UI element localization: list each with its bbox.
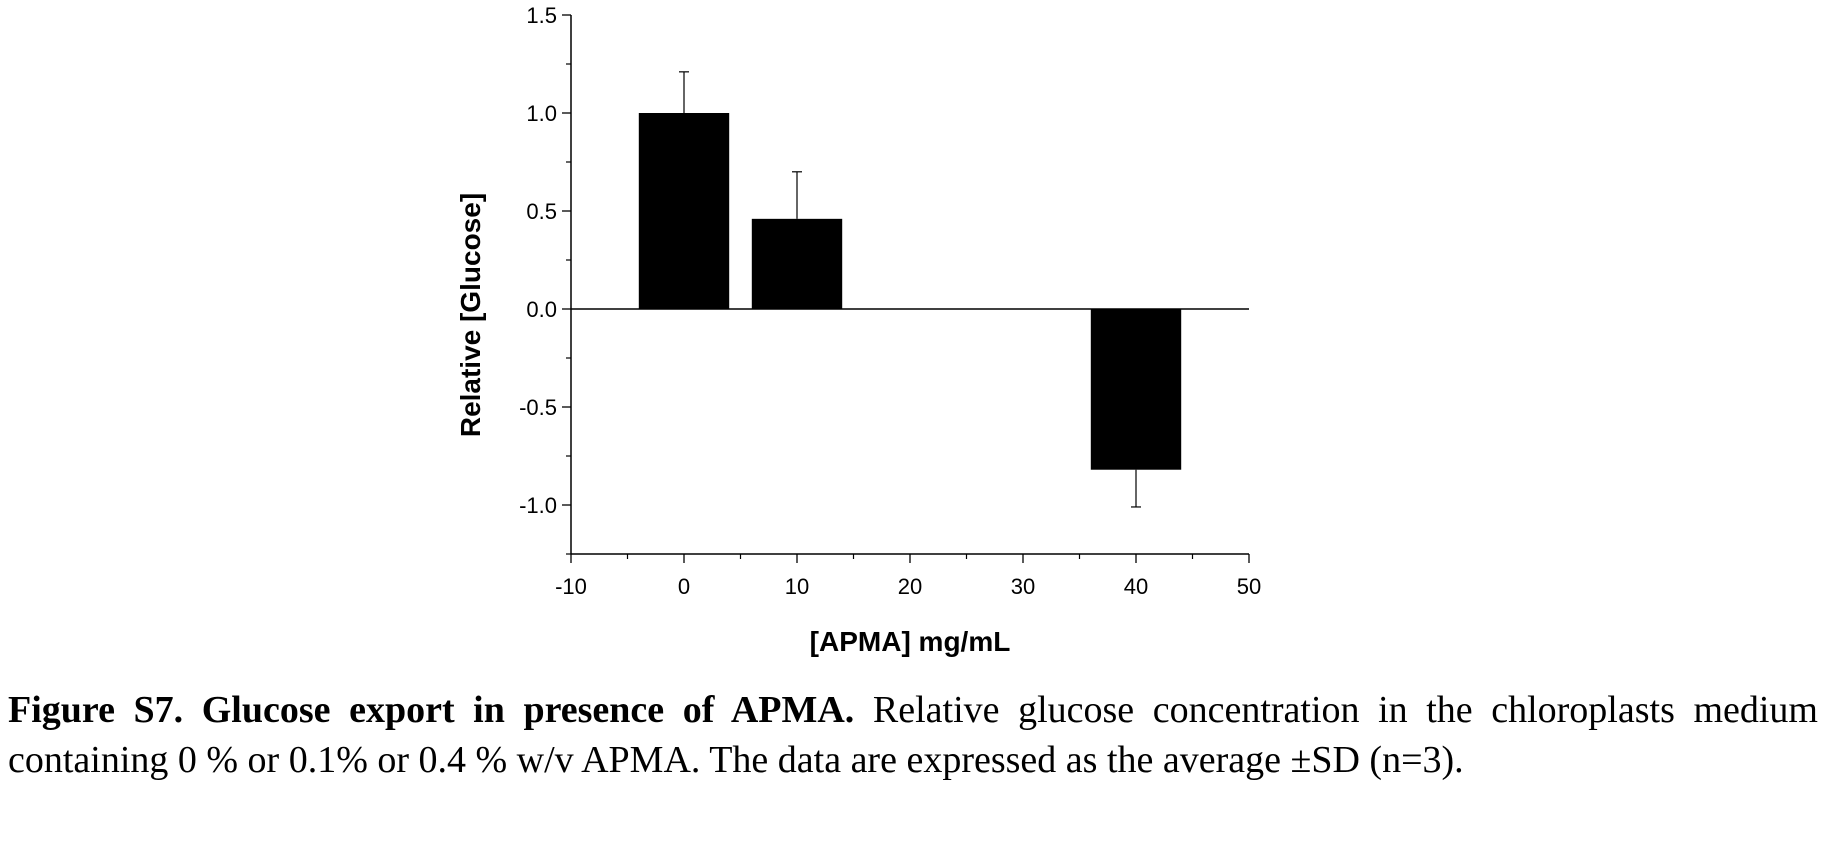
x-tick-label-4: 30 xyxy=(1011,574,1035,599)
y-tick-label-0: -1.0 xyxy=(519,493,557,518)
x-tick-label-2: 10 xyxy=(785,574,809,599)
x-tick-label-5: 40 xyxy=(1124,574,1148,599)
y-tick-label-1: -0.5 xyxy=(519,395,557,420)
y-tick-label-3: 0.5 xyxy=(526,199,557,224)
x-tick-label-0: -10 xyxy=(555,574,587,599)
figure-caption: Figure S7. Glucose export in presence of… xyxy=(8,685,1818,785)
caption-text: Relative glucose concentration in the ch… xyxy=(8,689,1818,781)
bar-0 xyxy=(638,113,730,309)
y-tick-label-5: 1.5 xyxy=(526,3,557,28)
y-tick-label-2: 0.0 xyxy=(526,297,557,322)
x-tick-label-1: 0 xyxy=(678,574,690,599)
x-tick-label-6: 50 xyxy=(1237,574,1261,599)
ticks-group: -1.0 -0.5 0.0 0.5 1.0 1.5 -10 0 10 20 30 40 50 xyxy=(519,3,1261,599)
bar-10 xyxy=(751,218,843,309)
x-tick-label-3: 20 xyxy=(898,574,922,599)
y-tick-label-4: 1.0 xyxy=(526,101,557,126)
y-axis-title: Relative [Glucose] xyxy=(455,193,486,437)
bar-chart: -1.0 -0.5 0.0 0.5 1.0 1.5 -10 0 10 20 30 40 50 Relat… xyxy=(455,3,1261,657)
bars-group xyxy=(638,113,1182,470)
bar-40 xyxy=(1090,309,1182,470)
x-axis-title: [APMA] mg/mL xyxy=(810,626,1011,657)
caption-title: Figure S7. Glucose export in presence of… xyxy=(8,689,855,731)
error-bars-group xyxy=(679,71,1141,508)
